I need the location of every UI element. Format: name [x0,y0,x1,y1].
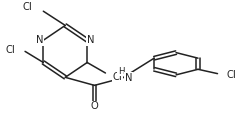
Text: N: N [125,73,133,83]
Text: Cl: Cl [226,70,236,80]
Text: N: N [87,35,95,45]
Text: N: N [36,35,43,45]
Text: H: H [118,67,124,76]
Text: Cl: Cl [6,45,15,55]
Text: Cl: Cl [113,72,122,82]
Text: O: O [91,101,98,111]
Text: Cl: Cl [23,2,32,12]
